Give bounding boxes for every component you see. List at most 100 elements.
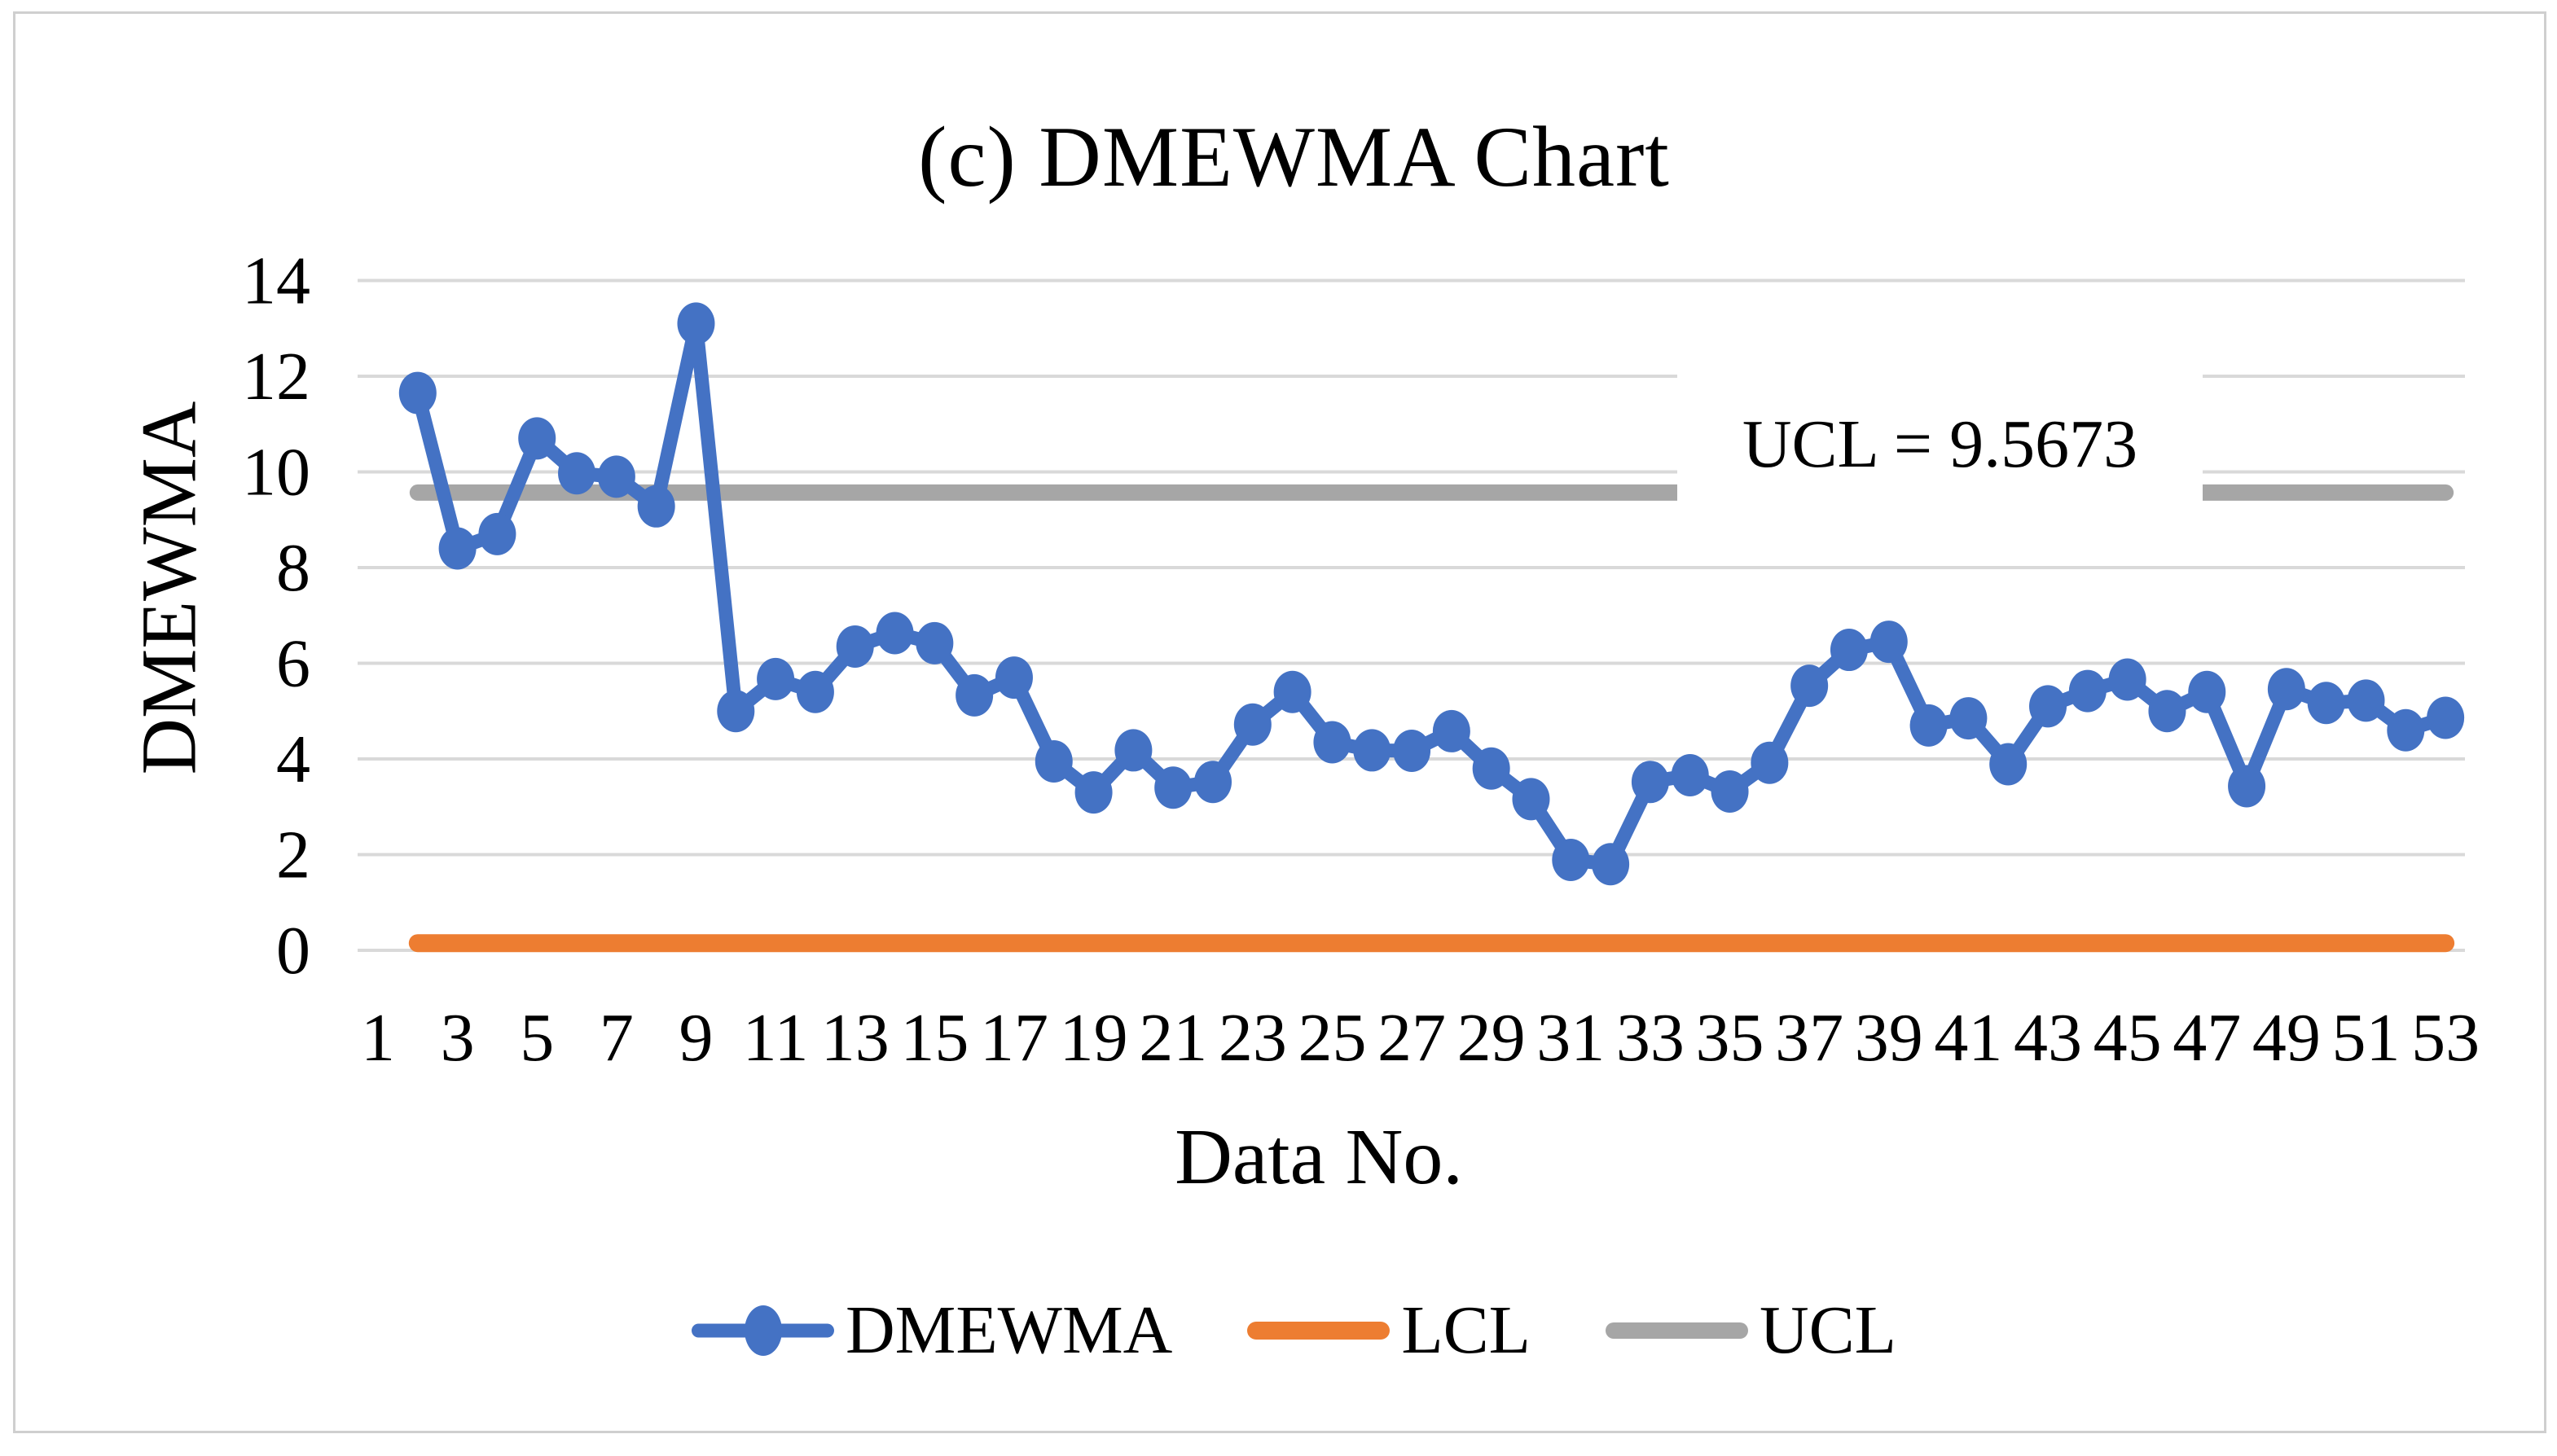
dmewma-marker [1949,697,1988,740]
dmewma-marker [2029,685,2067,728]
dmewma-marker [637,485,675,528]
x-tick-label: 47 [2173,1000,2241,1076]
dmewma-marker [2347,679,2385,722]
y-tick-label: 6 [276,626,310,702]
dmewma-marker [2267,668,2305,711]
dmewma-marker [1592,843,1630,886]
x-tick-label: 53 [2411,1000,2480,1076]
x-tick-label: 9 [679,1000,713,1076]
legend-label-lcl: LCL [1401,1292,1531,1368]
x-tick-label: 43 [2014,1000,2082,1076]
x-tick-label: 45 [2093,1000,2162,1076]
dmewma-marker [1154,766,1193,809]
x-tick-label: 29 [1457,1000,1526,1076]
lcl-line-icon [1247,1321,1391,1340]
dmewma-marker [995,656,1033,699]
dmewma-marker-icon [744,1305,782,1356]
x-tick-label: 15 [900,1000,969,1076]
y-tick-label: 10 [242,435,310,511]
dmewma-marker [916,621,954,664]
x-tick-label: 27 [1377,1000,1446,1076]
y-tick-label: 8 [276,530,310,606]
x-tick-label: 19 [1060,1000,1128,1076]
dmewma-marker [558,452,596,495]
dmewma-marker [1393,730,1431,773]
legend-label-ucl: UCL [1759,1292,1896,1368]
dmewma-marker [518,417,556,460]
dmewma-marker [1353,729,1391,772]
dmewma-marker [2108,658,2146,701]
x-tick-label: 23 [1219,1000,1287,1076]
dmewma-marker [1869,621,1908,664]
x-tick-label: 21 [1139,1000,1207,1076]
dmewma-marker [677,302,715,345]
dmewma-marker [1552,838,1590,881]
dmewma-marker [1233,703,1272,746]
ucl-line-icon [1605,1322,1748,1339]
ucl-annotation-text: UCL = 9.5673 [1742,406,2138,482]
dmewma-marker [1671,753,1709,796]
dmewma-marker [2148,690,2186,733]
dmewma-marker [1989,743,2028,786]
x-tick-label: 17 [980,1000,1048,1076]
dmewma-marker [1711,770,1749,813]
dmewma-marker [1194,761,1232,804]
legend-item-dmewma: DMEWMA [692,1291,1172,1370]
x-tick-label: 7 [600,1000,634,1076]
y-tick-label: 4 [276,721,310,797]
x-tick-label: 41 [1934,1000,2002,1076]
x-axis-title: Data No. [1175,1113,1463,1201]
dmewma-marker [597,455,635,498]
y-tick-label: 12 [242,339,310,414]
x-tick-label: 5 [520,1000,554,1076]
x-tick-label: 25 [1298,1000,1366,1076]
legend-item-ucl: UCL [1605,1291,1896,1370]
dmewma-marker [1432,709,1470,752]
legend-label-dmewma: DMEWMA [846,1292,1173,1368]
y-tick-label: 14 [242,243,310,319]
dmewma-marker [478,512,516,555]
dmewma-marker [2387,708,2425,752]
dmewma-marker [1472,747,1510,790]
x-tick-label: 11 [743,1000,809,1076]
chart-frame: 0 2 4 6 8 10 12 14 1 3 5 7 9 11 13 15 17 19 21 23 25 27 29 31 33… [13,11,2546,1433]
dmewma-marker [1631,761,1669,804]
dmewma-marker [1114,729,1153,772]
x-tick-label: 35 [1696,1000,1764,1076]
dmewma-marker [2068,669,2107,713]
chart-title: (c) DMEWMA Chart [918,109,1670,204]
x-tick-label: 37 [1775,1000,1843,1076]
dmewma-marker [757,657,795,700]
dmewma-marker [1035,739,1073,783]
dmewma-marker [796,670,834,713]
x-tick-label: 39 [1855,1000,1923,1076]
dmewma-marker [876,612,914,655]
dmewma-marker [1512,778,1550,821]
x-tick-label: 49 [2252,1000,2321,1076]
x-tick-label: 51 [2332,1000,2401,1076]
legend-item-lcl: LCL [1247,1291,1531,1370]
dmewma-marker [438,527,477,570]
dmewma-marker [1313,721,1351,764]
dmewma-marker [2307,682,2345,725]
x-tick-label: 1 [361,1000,395,1076]
ucl-legend-swatch [1605,1305,1748,1357]
y-tick-label: 0 [276,913,310,989]
dmewma-marker [1830,629,1868,672]
x-tick-label: 31 [1536,1000,1605,1076]
ucl-annotation-box: UCL = 9.5673 [1677,364,2203,524]
x-tick-label: 3 [441,1000,475,1076]
dmewma-marker [2228,765,2266,808]
dmewma-legend-swatch [692,1305,835,1357]
dmewma-marker [1074,771,1113,814]
x-tick-label: 33 [1616,1000,1685,1076]
dmewma-marker [2188,670,2226,713]
dmewma-marker [1790,664,1829,708]
legend: DMEWMA LCL UCL [15,1291,2557,1370]
dmewma-marker [1909,704,1948,747]
dmewma-marker [956,673,994,717]
dmewma-marker [1751,741,1789,784]
dmewma-marker [398,371,437,414]
dmewma-marker [1273,670,1311,713]
